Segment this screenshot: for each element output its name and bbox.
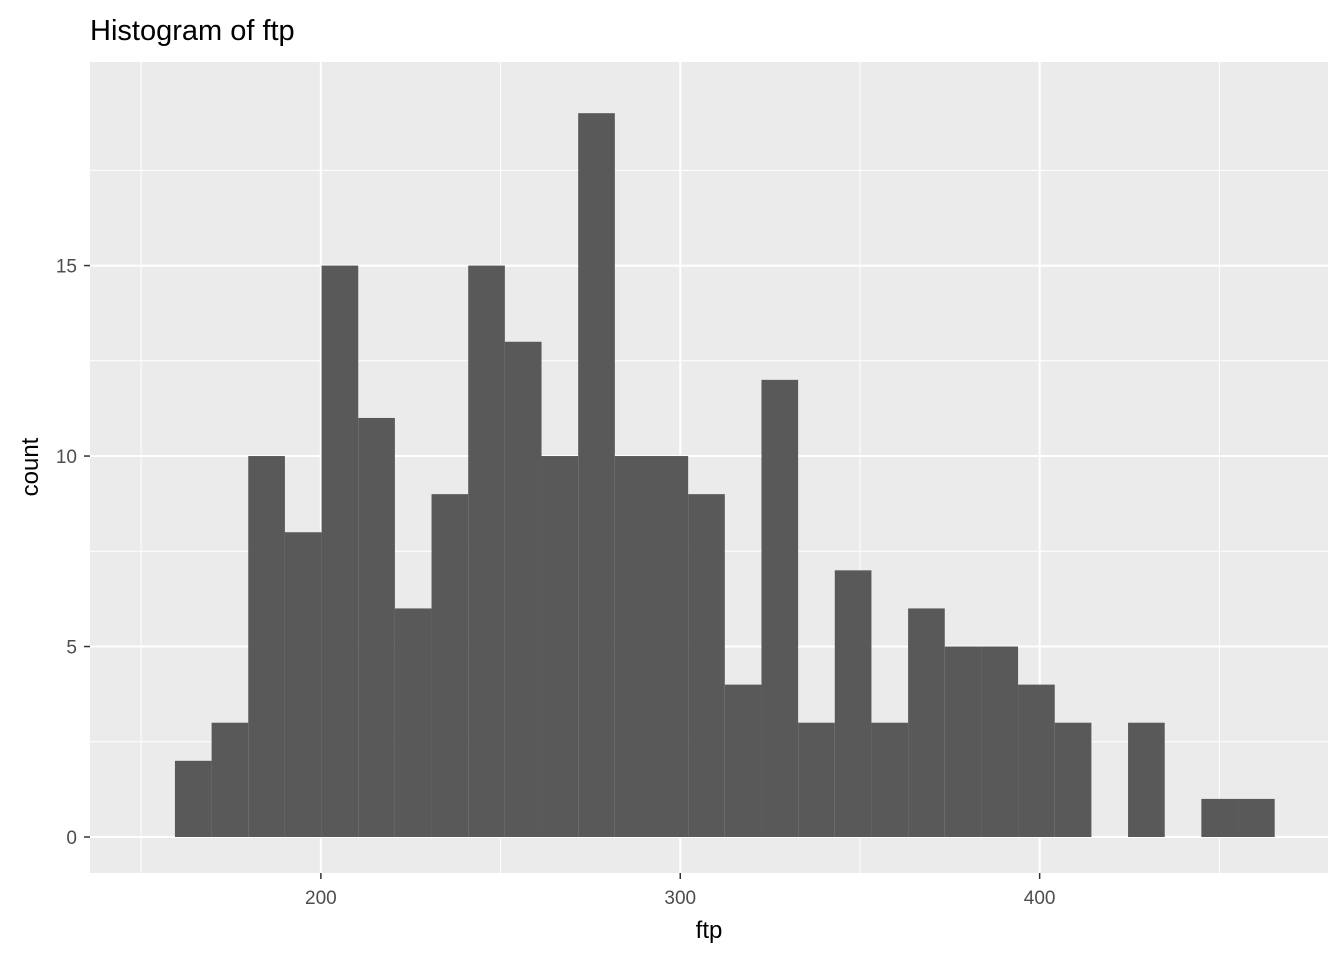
- histogram-bar-12: [614, 456, 652, 837]
- y-tick-label: 10: [56, 447, 77, 468]
- histogram-bar-29: [1238, 798, 1275, 837]
- chart-title: Histogram of ftp: [90, 15, 295, 47]
- y-axis-title: count: [17, 437, 44, 496]
- histogram-bar-14: [688, 494, 725, 837]
- histogram-bar-15: [724, 684, 762, 837]
- histogram-bar-2: [248, 456, 285, 837]
- x-axis-title: ftp: [696, 917, 723, 944]
- histogram-bar-22: [981, 646, 1019, 837]
- x-axis: 200 300 400: [305, 873, 1055, 909]
- histogram-bar-3: [284, 532, 322, 837]
- histogram-bar-28: [1201, 798, 1239, 837]
- histogram-bar-1: [211, 722, 249, 837]
- histogram-bar-16: [761, 379, 799, 837]
- histogram-bar-23: [1018, 684, 1055, 837]
- histogram-bar-13: [651, 456, 689, 837]
- y-tick-label: 15: [56, 257, 77, 278]
- histogram-bar-10: [541, 456, 579, 837]
- histogram-bar-18: [834, 570, 872, 837]
- histogram-bar-9: [504, 341, 542, 837]
- histogram-bar-5: [358, 417, 395, 837]
- x-tick-label: 400: [1024, 888, 1056, 909]
- histogram-bar-20: [908, 608, 945, 837]
- histogram-bar-0: [174, 760, 212, 837]
- histogram-bar-24: [1054, 722, 1092, 837]
- histogram-bars: [174, 113, 1275, 838]
- histogram-bar-4: [321, 265, 359, 838]
- histogram-bar-8: [468, 265, 505, 838]
- histogram-bar-7: [431, 494, 469, 837]
- y-tick-label: 5: [66, 638, 77, 659]
- y-tick-label: 0: [66, 828, 77, 849]
- histogram-bar-19: [871, 722, 909, 837]
- histogram-bar-17: [798, 722, 835, 837]
- histogram-bar-21: [944, 646, 982, 837]
- x-tick-label: 200: [305, 888, 337, 909]
- histogram-bar-26: [1128, 722, 1165, 837]
- histogram-bar-11: [578, 113, 615, 837]
- x-tick-label: 300: [664, 888, 696, 909]
- y-axis: 0 5 10 15: [56, 257, 90, 849]
- histogram-bar-6: [394, 608, 432, 837]
